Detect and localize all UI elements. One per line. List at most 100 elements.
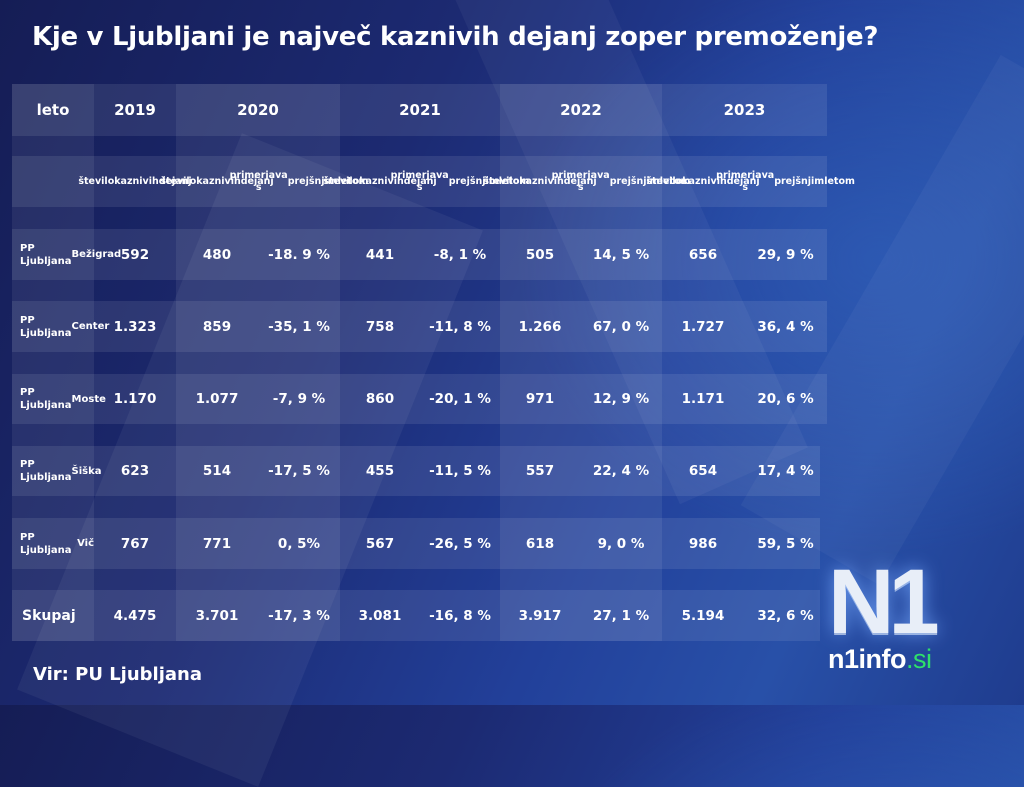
subheader-count: število kaznivih dejanj	[646, 156, 759, 207]
subheader-count: število kaznivih dejanj	[483, 156, 596, 207]
table-cell: 67, 0 %	[592, 318, 650, 335]
table-cell: 455	[365, 463, 395, 479]
subheader-line: prejšnjim	[287, 175, 338, 187]
table-cell: -18. 9 %	[268, 246, 330, 263]
subheader-line: prejšnjim	[774, 175, 825, 187]
row-label: PP Ljubljana Vič	[12, 518, 94, 569]
subheader-line: kaznivih	[519, 175, 564, 187]
subheader-line: dejanj	[726, 175, 760, 187]
table-cell: -17, 5 %	[268, 463, 330, 479]
table-cell: 20, 6 %	[757, 391, 814, 407]
table-cell: -26, 5 %	[429, 535, 491, 552]
row-label-line: Moste	[71, 393, 106, 405]
subheader-line: število	[483, 175, 520, 187]
n1-logo-mark: N1	[828, 551, 940, 653]
subheader-count: število kaznivih dejanj	[160, 156, 273, 207]
table-cell: 29, 9 %	[757, 246, 814, 263]
table-cell: 1.171	[681, 391, 725, 407]
table-cell: 860	[365, 391, 395, 407]
table-cell: 9, 0 %	[597, 535, 645, 552]
total-cell: 4.475	[113, 607, 157, 624]
subheader-line: število	[646, 175, 683, 187]
table-cell: -8, 1 %	[433, 246, 487, 263]
total-cell: 3.081	[358, 607, 402, 624]
table-cell: -20, 1 %	[429, 391, 491, 407]
row-label: PP Ljubljana Moste	[12, 374, 106, 424]
table-cell: 592	[120, 246, 150, 263]
row-label-line: PP Ljubljana	[20, 242, 72, 267]
table-cell: 1.323	[113, 318, 157, 335]
table-cell: 0, 5%	[277, 535, 321, 552]
subheader-line: število	[160, 175, 197, 187]
table-cell: 859	[202, 318, 232, 335]
table-row-band	[12, 590, 820, 641]
subheader-count: število kaznivih dejanj	[78, 156, 191, 207]
year-header: 2021	[399, 101, 441, 119]
logo-domain: n1info.si	[828, 644, 958, 675]
table-row-band	[12, 156, 827, 207]
subheader-compare: primerjava s prejšnjim letom	[716, 156, 855, 207]
subheader-line: kaznivih	[196, 175, 241, 187]
column-shade	[500, 84, 662, 641]
table-cell: 623	[120, 463, 150, 479]
subheader-line: dejanj	[158, 175, 192, 187]
table-row-band	[12, 301, 827, 352]
row-label-line: Center	[71, 321, 110, 332]
subheader-line: letom	[337, 175, 369, 187]
row-label-line: Vič	[77, 538, 94, 549]
page-title: Kje v Ljubljani je največ kaznivih dejan…	[32, 22, 879, 52]
subheader-line: prejšnjim	[448, 175, 499, 187]
table-cell: 12, 9 %	[592, 391, 650, 407]
table-row-band	[12, 446, 820, 496]
row-label-line: Šiška	[71, 465, 102, 477]
year-header: 2020	[237, 101, 279, 119]
subheader-line: kaznivih	[114, 175, 159, 187]
table-cell: 654	[688, 463, 718, 479]
table-cell: 22, 4 %	[592, 463, 650, 479]
table-cell: 14, 5 %	[592, 246, 650, 263]
table-cell: 505	[525, 246, 555, 263]
table-header-leto: leto	[36, 101, 70, 119]
table-cell: 986	[688, 535, 718, 552]
table-cell: 441	[365, 246, 395, 263]
subheader-line: letom	[498, 175, 530, 187]
table-cell: 36, 4 %	[757, 318, 814, 335]
year-header: 2023	[723, 101, 766, 119]
subheader-line: letom	[659, 175, 691, 187]
table-cell: 557	[525, 463, 555, 479]
subheader-line: primerjava s	[229, 169, 288, 193]
subheader-line: kaznivih	[682, 175, 727, 187]
table-row-band	[12, 84, 827, 136]
subheader-line: primerjava s	[716, 169, 775, 193]
table-row-band	[12, 518, 820, 569]
total-cell: 3.701	[195, 607, 239, 624]
subheader-compare: primerjava s prejšnjim letom	[391, 156, 530, 207]
total-cell: -16, 8 %	[429, 607, 491, 624]
subheader-compare: primerjava s prejšnjim letom	[230, 156, 369, 207]
subheader-line: kaznivih	[359, 175, 404, 187]
subheader-compare: primerjava s prejšnjim letom	[552, 156, 691, 207]
total-cell: 32, 6 %	[757, 607, 814, 624]
subheader-line: dejanj	[563, 175, 597, 187]
table-cell: 1.266	[518, 318, 562, 335]
table-row-band	[12, 229, 827, 280]
subheader-line: primerjava s	[390, 169, 449, 193]
subheader-line: primerjava s	[551, 169, 610, 193]
table-cell: 618	[525, 535, 555, 552]
table-cell: 771	[202, 535, 232, 552]
total-cell: 27, 1 %	[592, 607, 650, 624]
logo-domain-name: n1info	[828, 644, 907, 674]
n1info-logo: N1 n1info.si	[828, 551, 958, 675]
source-note: Vir: PU Ljubljana	[33, 664, 202, 685]
row-label-line: PP Ljubljana	[20, 314, 72, 339]
table-cell: 656	[688, 246, 718, 263]
row-label: PP Ljubljana Bežigrad	[12, 229, 121, 280]
logo-tld: .si	[906, 644, 932, 674]
row-label-line: PP Ljubljana	[20, 387, 72, 411]
row-label: PP Ljubljana Center	[12, 301, 109, 352]
table-row-band	[12, 374, 827, 424]
subheader-line: število	[323, 175, 360, 187]
total-row-label: Skupaj	[22, 607, 76, 624]
row-label-line: PP Ljubljana	[20, 531, 72, 556]
year-header: 2019	[114, 101, 156, 119]
